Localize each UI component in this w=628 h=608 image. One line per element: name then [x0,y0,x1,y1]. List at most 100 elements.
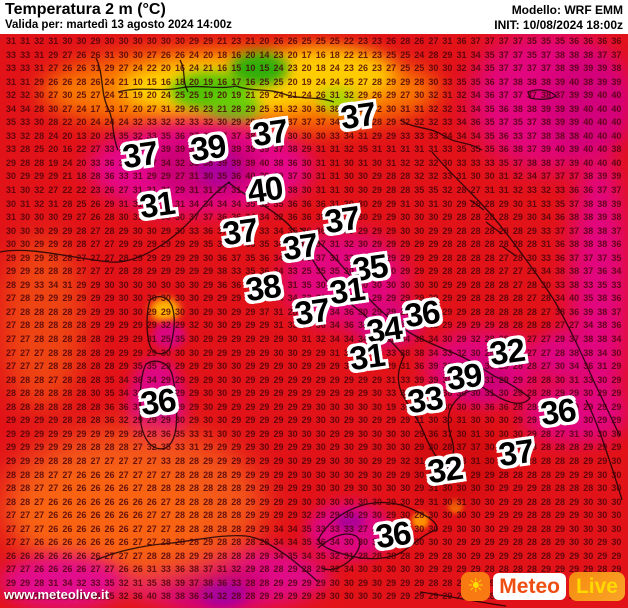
temp-value: 35 [555,36,566,46]
temp-value: 31 [90,63,101,74]
temp-value: 31 [442,36,453,46]
temp-value: 31 [48,577,59,588]
heat-blob [352,300,422,348]
temp-value: 38 [442,388,453,399]
temp-value: 29 [259,361,270,372]
temp-value: 26 [104,537,115,548]
grid-row: 28 28 28 27 27 26 26 26 27 27 27 27 28 28 28 28 29 29 29 29… [6,469,622,480]
temp-value: 29 [456,198,467,209]
temp-value: 26 [386,36,397,46]
temp-value: 28 [90,334,101,345]
header-bar: Temperatura 2 m (°C) Valida per: martedì… [0,0,628,34]
temp-value: 28 [498,279,509,290]
temp-value: 29 [259,388,270,399]
temp-value: 37 [512,63,523,74]
temp-value: 31 [287,279,298,290]
temp-value: 28 [498,334,509,345]
temp-value: 29 [484,537,495,548]
temp-value: 31 [132,212,143,223]
temp-value: 28 [34,388,45,399]
temp-value: 34 [273,523,284,534]
temp-value: 29 [484,510,495,521]
temp-value: 29 [20,442,31,453]
temp-value: 33 [428,130,439,141]
croatian-islands [469,199,517,257]
temp-value: 29 [512,442,523,453]
temp-value: 29 [245,117,256,128]
temp-value: 30 [357,537,368,548]
temp-value: 38 [597,239,608,250]
temp-value: 26 [76,469,87,480]
temp-value: 29 [34,428,45,439]
temp-value: 33 [315,523,326,534]
temp-value: 34 [555,293,566,304]
temp-value: 29 [372,455,383,466]
temp-value: 29 [512,483,523,494]
temp-value: 15 [259,63,270,74]
temp-value: 29 [20,279,31,290]
temp-value: 26 [160,49,171,60]
temp-value: 29 [400,591,411,602]
max-temp-label: 36 [402,292,442,335]
temp-value: 28 [386,171,397,182]
temp-value: 28 [540,374,551,385]
temp-value: 30 [301,103,312,114]
temp-value: 27 [498,266,509,277]
temp-value: 29 [174,252,185,263]
temp-value: 30 [400,320,411,331]
temp-value: 29 [160,252,171,263]
grid-row: 28 28 27 26 26 26 26 26 26 26 26 27 28 28 28 28 28 29 29 29… [6,496,622,507]
temp-value: 29 [315,510,326,521]
temp-value: 30 [611,428,622,439]
temp-value: 29 [372,374,383,385]
temp-value: 29 [456,537,467,548]
temp-value: 30 [526,212,537,223]
temp-value: 34 [90,591,101,602]
temp-value: 29 [104,130,115,141]
temp-value: 30 [372,279,383,290]
temp-value: 30 [329,279,340,290]
temp-value: 30 [442,63,453,74]
temp-value: 28 [217,496,228,507]
temp-value: 34 [301,550,312,561]
temp-value: 30 [372,442,383,453]
temp-value: 28 [456,252,467,263]
temp-value: 27 [6,523,17,534]
temp-value: 39 [597,63,608,74]
temp-value: 30 [372,157,383,168]
grid-row: 29 29 29 29 28 28 28 36 32 29 29 29 30 29 30 30 29 29 29 29… [6,416,622,425]
temp-value: 37 [189,212,200,223]
grid-row: 33 28 25 20 16 22 27 33 37 38 37 39 39 39 39 39 39 39 39 37… [6,145,622,154]
temp-value: 30 [414,279,425,290]
temp-value: 29 [259,591,270,602]
temp-value: 29 [104,63,115,74]
temp-value: 25 [343,76,354,87]
temp-value: 33 [146,130,157,141]
slovenia-border [399,119,483,151]
temp-value: 30 [498,455,509,466]
temp-value: 39 [245,144,256,155]
temp-value: 28 [90,374,101,385]
temp-value: 40 [583,130,594,141]
temp-value: 29 [146,171,157,182]
temp-value: 26 [48,523,59,534]
temp-value: 33 [20,63,31,74]
temp-value: 27 [498,252,509,263]
temp-value: 31 [484,185,495,196]
temp-value: 40 [597,103,608,114]
temp-value: 29 [569,469,580,480]
max-temp-label: 32 [425,448,465,491]
temp-value: 30 [203,171,214,182]
temp-value: 38 [569,49,580,60]
temp-value: 25 [400,49,411,60]
temp-value: 39 [569,103,580,114]
temp-value: 29 [555,469,566,480]
temp-value: 30 [160,212,171,223]
temp-value: 37 [470,36,481,46]
temp-value: 28 [400,550,411,561]
temp-value: 25 [315,36,326,46]
grid-row: 34 34 28 30 27 24 17 13 17 20 27 31 29 26 23 21 28 29 25 31… [6,103,622,114]
temp-value: 29 [146,266,157,277]
temp-value: 28 [498,347,509,358]
temp-value: 29 [6,266,17,277]
